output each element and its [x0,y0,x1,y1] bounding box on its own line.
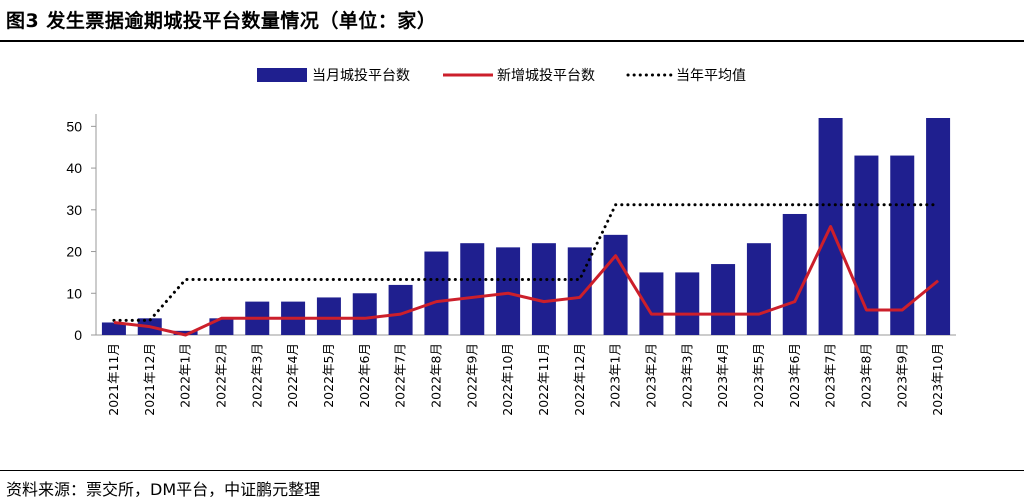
x-tick-label: 2022年3月 [249,343,264,408]
footer-divider [0,470,1024,471]
bar [567,247,592,335]
bar [424,251,449,335]
bar [460,243,485,335]
chart-canvas: 当月城投平台数 新增城投平台数 当年平均值 0 10 20 30 40 50 2021年11月… [66,68,956,416]
chart-title: 图3 发生票据逾期城投平台数量情况（单位：家） [6,10,437,32]
bar [711,264,736,335]
x-tick-label: 2022年6月 [357,343,372,408]
y-tick-label: 50 [66,118,82,134]
bar [782,213,807,335]
x-tick-label: 2023年1月 [608,343,623,408]
x-tick-label: 2022年8月 [428,343,443,408]
y-tick-label: 10 [66,285,82,301]
x-tick-label: 2023年4月 [715,343,730,408]
x-tick-label: 2022年9月 [464,343,479,408]
bar [316,297,341,335]
axes: 0 10 20 30 40 50 [66,114,956,343]
x-tick-label: 2023年6月 [787,343,802,408]
bar [854,155,879,335]
legend-label-average: 当年平均值 [676,68,746,84]
bar [603,234,628,335]
y-tick-label: 40 [66,160,82,176]
x-tick-label: 2023年8月 [858,343,873,408]
x-tick-label: 2021年11月 [106,343,121,416]
legend: 当月城投平台数 新增城投平台数 当年平均值 [257,68,746,84]
x-tick-label: 2023年3月 [679,343,694,408]
new-platforms-series [113,225,940,337]
y-tick-label: 20 [66,244,82,260]
bar [746,243,771,335]
x-tick-label: 2023年5月 [751,343,766,408]
title-divider [0,40,1024,42]
new-platforms-line [113,225,940,337]
x-tick-label: 2023年9月 [894,343,909,408]
x-tick-label: 2023年2月 [643,343,658,408]
x-tick-label: 2022年1月 [178,343,193,408]
y-tick-label: 30 [66,202,82,218]
bar-series [101,118,951,335]
x-tick-label: 2022年5月 [321,343,336,408]
legend-swatch-bars [257,68,307,82]
bar [173,330,198,335]
source-note: 资料来源：票交所，DM平台，中证鹏元整理 [6,480,321,499]
bar [496,247,521,335]
x-tick-label: 2022年10月 [500,343,515,416]
bar [675,272,700,335]
x-tick-label: 2022年2月 [213,343,228,408]
bar [926,118,951,335]
x-tick-label: 2021年12月 [142,343,157,416]
x-tick-label: 2023年10月 [930,343,945,416]
x-tick-label: 2022年7月 [393,343,408,408]
x-tick-label: 2022年11月 [536,343,551,416]
legend-label-bars: 当月城投平台数 [312,68,410,84]
y-tick-label: 0 [74,327,82,343]
legend-label-line: 新增城投平台数 [497,68,595,84]
x-tick-labels: 2021年11月 2021年12月 2022年1月 2022年2月 2022年3月 202… [106,343,945,416]
x-tick-label: 2022年12月 [572,343,587,416]
bar [639,272,664,335]
bar [531,243,556,335]
bar [352,293,377,335]
x-tick-label: 2022年4月 [285,343,300,408]
bar [101,322,126,335]
x-tick-label: 2023年7月 [823,343,838,408]
